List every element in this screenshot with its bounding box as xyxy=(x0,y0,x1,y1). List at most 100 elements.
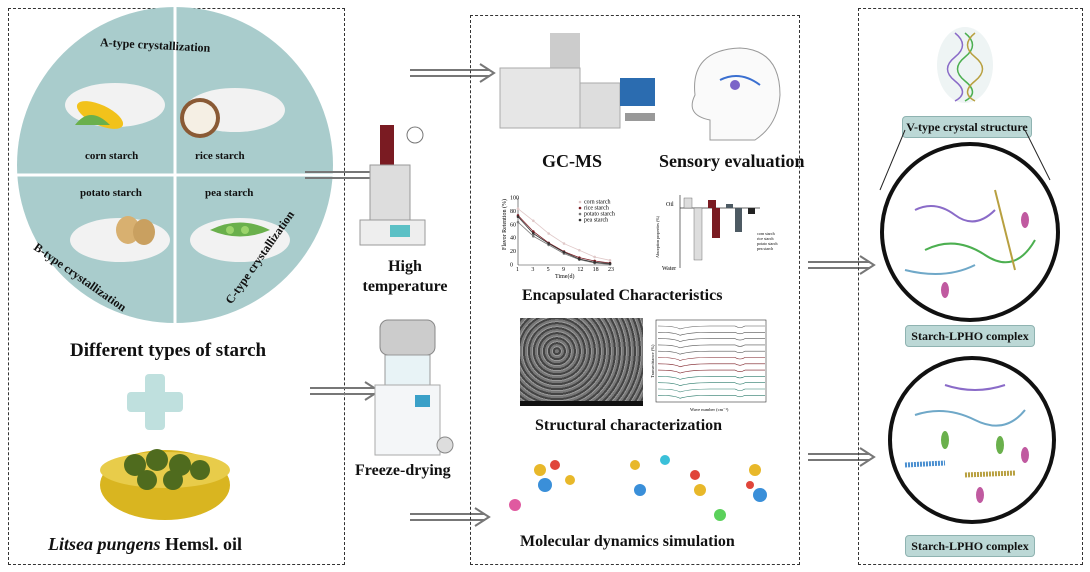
bar-ylabel: Absorption properties (%) xyxy=(655,215,660,258)
data-point xyxy=(593,261,596,264)
corn-icon xyxy=(75,101,124,129)
bar-rice-oil xyxy=(708,200,716,208)
md-label: Molecular dynamics simulation xyxy=(520,533,735,550)
complex-circle-2 xyxy=(888,356,1056,524)
ftir-spectrum-line xyxy=(657,344,765,349)
data-point xyxy=(516,207,520,211)
y-tick-label: 100 xyxy=(510,196,519,202)
bar-pea-water xyxy=(748,208,755,214)
x-tick-label: 5 xyxy=(547,267,550,273)
data-point xyxy=(562,242,566,245)
ftir-spectrum-line xyxy=(657,357,765,361)
characterization-panel xyxy=(470,15,800,565)
helix-icon xyxy=(937,27,993,103)
gcms-instrument-icon xyxy=(499,33,655,129)
legend-label: rice starch xyxy=(584,206,609,212)
structural-label: Structural characterization xyxy=(535,417,723,434)
legend-marker xyxy=(578,206,582,210)
ftir-spectrum-line xyxy=(657,388,765,393)
gcms-label: GC-MS xyxy=(542,151,602,171)
data-point xyxy=(516,215,520,219)
freeze-dryer-icon xyxy=(374,319,454,456)
x-tick-label: 12 xyxy=(577,267,583,273)
ftir-spectrum-line xyxy=(657,325,765,330)
x-tick-label: 18 xyxy=(593,267,599,273)
bar-top-label: Oil xyxy=(666,202,674,208)
ftir-spectrum-line xyxy=(657,395,765,399)
bar-corn-oil xyxy=(683,197,693,209)
y-tick-label: 20 xyxy=(510,249,516,255)
bar-legend: corn starch rice starch potato starch pe… xyxy=(757,231,778,251)
oil-italic: Litsea pungens xyxy=(48,534,161,554)
data-point xyxy=(578,248,581,252)
high-temp-label: High temperature xyxy=(360,257,450,297)
legend-label: corn starch xyxy=(584,200,611,206)
bar-bottom-label: Water xyxy=(662,266,676,272)
ftir-xlabel: Wave number (cm⁻¹) xyxy=(690,407,729,412)
starch-circle xyxy=(17,7,333,323)
pea-icon xyxy=(210,222,270,237)
oil-rest: Hemsl. oil xyxy=(160,534,243,554)
data-point xyxy=(532,234,535,238)
legend-marker xyxy=(578,212,582,216)
ftir-spectrum-line xyxy=(657,369,765,374)
pea-starch-label: pea starch xyxy=(205,187,254,199)
data-point xyxy=(608,262,612,265)
data-point xyxy=(608,259,612,262)
freeze-drying-label: Freeze-drying xyxy=(355,462,451,479)
rice-icon xyxy=(180,98,220,138)
legend-marker xyxy=(578,218,582,222)
encapsulated-label: Encapsulated Characteristics xyxy=(522,287,723,304)
potato-icon xyxy=(116,216,155,245)
sem-image xyxy=(520,318,643,406)
x-axis-label: Time(d) xyxy=(555,273,574,280)
ftir-spectrum-line xyxy=(657,382,765,387)
x-tick-label: 1 xyxy=(516,267,519,273)
ftir-spectrum-line xyxy=(657,363,765,368)
bar-potato-water xyxy=(735,208,742,232)
ftir-ylabel: Transmittance (%) xyxy=(650,344,655,378)
ftir-spectra: Wave number (cm⁻¹) Transmittance (%) xyxy=(650,319,767,412)
y-tick-label: 60 xyxy=(510,222,516,228)
data-point xyxy=(578,257,581,261)
complex-pill-1: Starch-LPHO complex xyxy=(905,325,1035,347)
series-line-pea-starch xyxy=(517,216,611,265)
y-axis-label: Flavor Retention (%) xyxy=(501,199,508,250)
ftir-spectrum-line xyxy=(657,332,765,336)
bar-corn-water xyxy=(693,207,703,261)
complex-circle-1 xyxy=(879,129,1060,322)
data-point xyxy=(562,250,566,254)
absorption-bar-chart: Oil Water corn starch rice starch potato… xyxy=(655,195,778,272)
sensory-label: Sensory evaluation xyxy=(659,151,805,171)
rice-starch-label: rice starch xyxy=(195,150,245,162)
bar-rice-water xyxy=(712,208,720,238)
bar-legend-pea: pea starch xyxy=(757,246,773,251)
potato-starch-label: potato starch xyxy=(80,187,142,199)
data-point xyxy=(547,232,550,235)
bar-legend-potato: potato starch xyxy=(757,241,778,246)
data-point xyxy=(532,230,535,233)
bar-legend-corn: corn starch xyxy=(757,231,775,236)
ftir-spectrum-line xyxy=(657,376,765,380)
reactor-icon xyxy=(359,125,426,246)
plus-icon xyxy=(127,374,183,430)
bar-legend-rice: rice starch xyxy=(757,236,774,241)
bar-potato-oil xyxy=(726,204,733,208)
head-sensory-icon xyxy=(691,47,781,141)
data-point xyxy=(516,220,520,224)
legend-marker xyxy=(578,200,582,204)
x-tick-label: 3 xyxy=(531,267,534,273)
complex-pill-2: Starch-LPHO complex xyxy=(905,535,1035,557)
y-tick-label: 40 xyxy=(510,236,516,242)
data-point xyxy=(532,232,535,235)
x-tick-label: 9 xyxy=(562,267,565,273)
ftir-spectrum-line xyxy=(657,350,765,355)
legend-label: pea starch xyxy=(584,218,608,224)
corn-starch-label: corn starch xyxy=(85,150,139,162)
y-tick-label: 0 xyxy=(510,263,513,269)
legend-label: potato starch xyxy=(584,212,615,218)
high-temp-text: High temperature xyxy=(362,258,448,295)
data-point xyxy=(532,219,535,223)
oil-bowl-icon xyxy=(100,449,230,520)
